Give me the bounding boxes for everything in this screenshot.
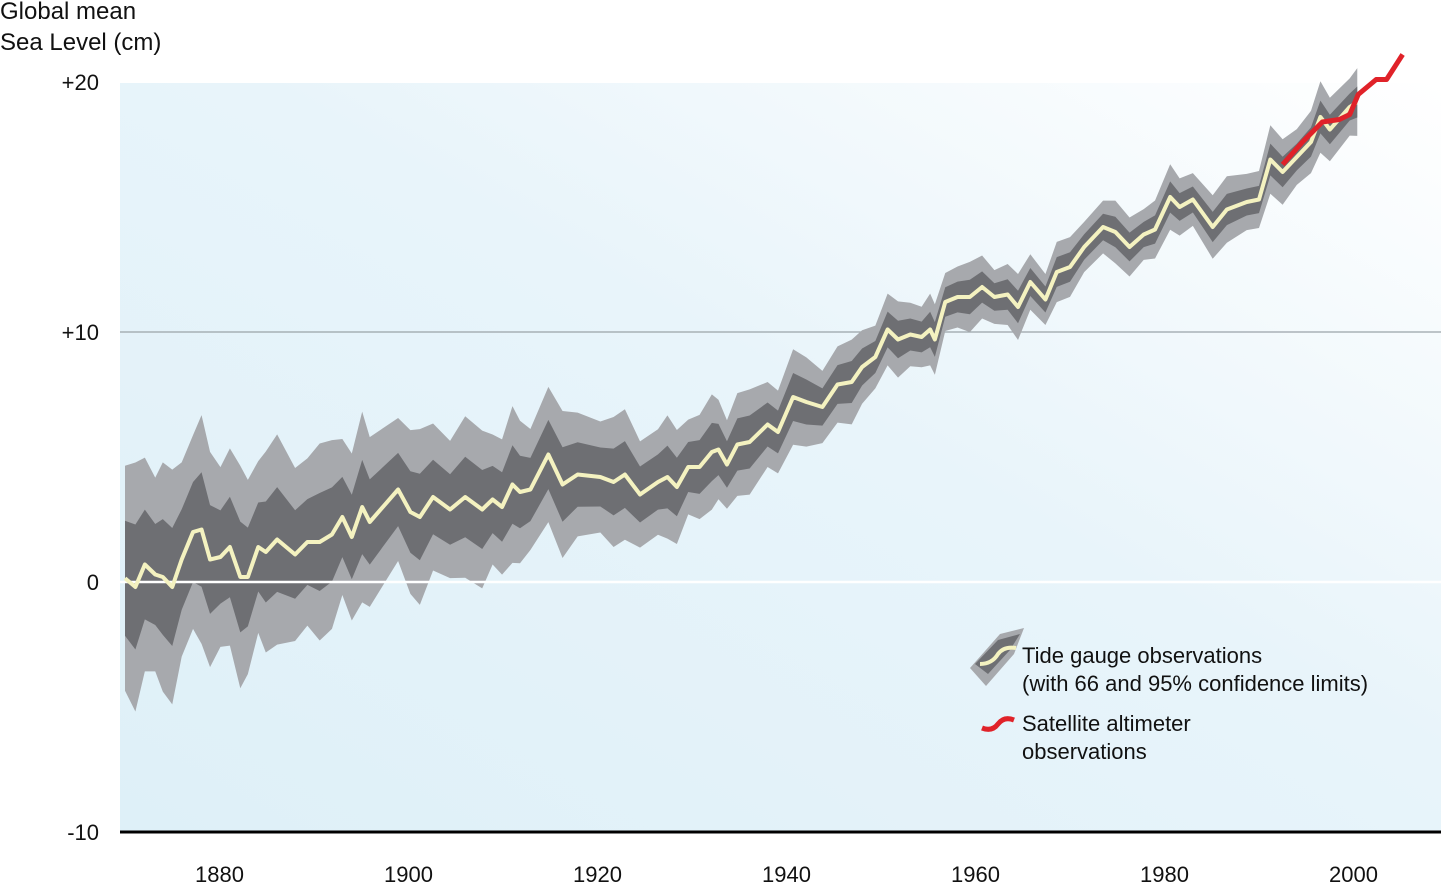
- x-tick-label: 1960: [951, 862, 1000, 885]
- x-tick-label: 2000: [1329, 862, 1378, 885]
- legend-satellite-line-icon: [981, 716, 1015, 732]
- x-tick-label: 1940: [762, 862, 811, 885]
- confidence-band-95: [125, 68, 1358, 712]
- y-axis-title: Global mean Sea Level (cm): [0, 0, 161, 58]
- x-tick-label: 1880: [195, 862, 244, 885]
- y-tick-label: 0: [87, 570, 99, 595]
- legend-tide-gauge-line-icon: [979, 645, 1017, 666]
- legend-satellite-label: Satellite altimeter observations: [1022, 710, 1191, 766]
- x-tick-label: 1980: [1140, 862, 1189, 885]
- confidence-band-66: [125, 86, 1358, 650]
- y-axis-title-line2: Sea Level (cm): [0, 29, 162, 56]
- legend-tide-gauge-name: Tide gauge observations: [1022, 643, 1263, 668]
- x-tick-label: 1920: [573, 862, 622, 885]
- y-tick-label: -10: [67, 820, 99, 845]
- y-axis-title-line1: Global mean: [0, 0, 137, 25]
- y-tick-label: +10: [62, 320, 99, 345]
- legend-tide-gauge-note: (with 66 and 95% confidence limits): [1022, 671, 1369, 696]
- y-tick-label: +20: [62, 70, 99, 95]
- legend-satellite-name: Satellite altimeter: [1022, 711, 1191, 736]
- legend-satellite-note: observations: [1022, 739, 1147, 764]
- x-tick-label: 1900: [384, 862, 433, 885]
- legend-tide-gauge-label: Tide gauge observations (with 66 and 95%…: [1022, 642, 1368, 698]
